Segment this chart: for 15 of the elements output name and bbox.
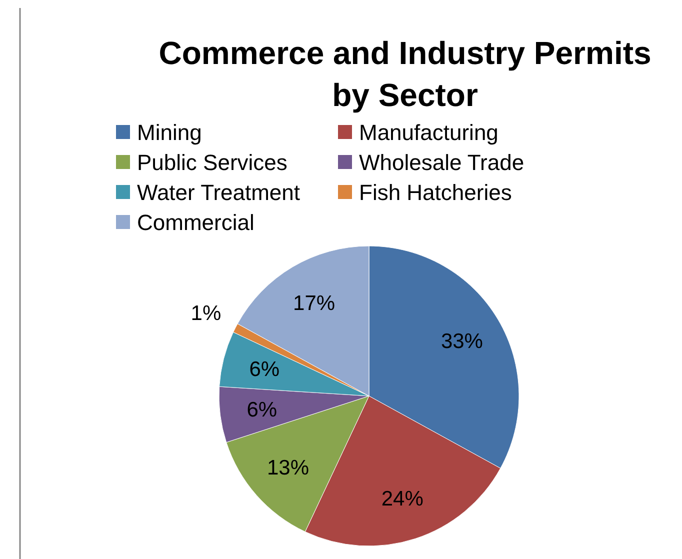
legend-label: Manufacturing (359, 120, 498, 145)
data-label: 6% (249, 358, 280, 382)
legend-label: Fish Hatcheries (359, 180, 512, 205)
chart-title: Commerce and Industry Permits by Sector (158, 35, 652, 113)
data-label: 17% (293, 292, 336, 316)
legend-label: Commercial (137, 210, 254, 235)
legend-label: Public Services (137, 150, 288, 175)
data-label: 1% (190, 302, 222, 325)
data-label: 24% (381, 488, 424, 511)
data-label: 33% (440, 330, 483, 354)
data-label: 13% (266, 456, 310, 480)
legend-label: Wholesale Trade (359, 150, 524, 175)
legend-label: Mining (137, 120, 202, 145)
legend-label: Water Treatment (137, 180, 300, 205)
data-label: 6% (246, 398, 278, 422)
